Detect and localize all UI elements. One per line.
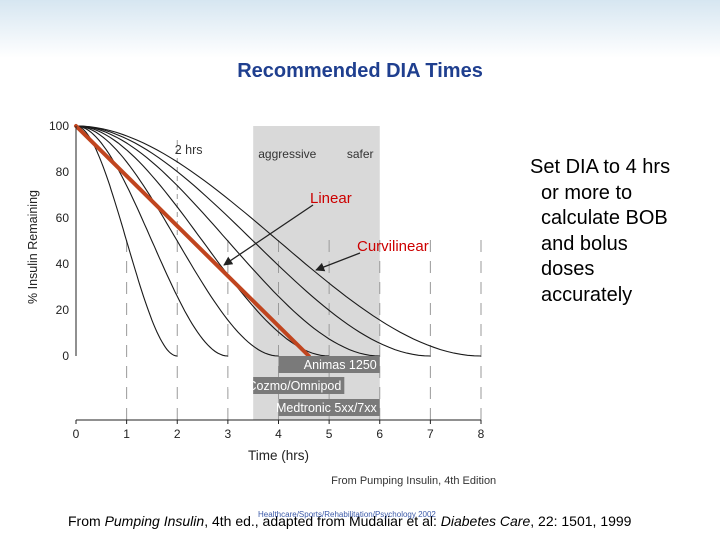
curvilinear-curve xyxy=(75,125,228,357)
pump-bar xyxy=(253,377,345,394)
y-tick-label: 0 xyxy=(62,349,69,363)
curvilinear-curve xyxy=(75,125,431,357)
chart-source-label: From Pumping Insulin, 4th Edition xyxy=(331,475,496,487)
annotation-linear: Linear xyxy=(310,190,352,207)
y-tick-label: 20 xyxy=(56,303,70,317)
x-tick-label: 3 xyxy=(225,427,232,441)
bar-layer: Animas 1250 Deltec Cozmo/Omnipod Medtronic… xyxy=(209,356,380,416)
zone-label-safer: safer xyxy=(347,147,374,161)
citation-journal: Diabetes Care xyxy=(440,513,531,529)
curvilinear-curve xyxy=(75,125,279,357)
y-tick-label: 40 xyxy=(56,257,70,271)
x-tick-label: 8 xyxy=(478,427,485,441)
zone-label-aggressive: aggressive xyxy=(258,147,316,161)
watermark-text: Healthcare/Sports/Rehabilitation/Psychol… xyxy=(258,510,436,519)
citation-book: Pumping Insulin xyxy=(104,513,205,529)
x-tick-label: 0 xyxy=(73,427,80,441)
y-tick-label: 100 xyxy=(49,119,69,133)
curve-layer xyxy=(74,124,482,358)
axis-layer: 0 20 40 60 80 100 0 1 2 3 4 5 6 7 8 Time (hrs) % Insulin… xyxy=(26,119,496,487)
side-note: Set DIA to 4 hrs or more to calculate BO… xyxy=(515,155,715,308)
y-tick-label: 60 xyxy=(56,211,70,225)
pump-bar xyxy=(278,356,380,373)
annotation-arrow xyxy=(315,252,361,272)
slide-title: Recommended DIA Times xyxy=(237,60,483,82)
curvilinear-curve xyxy=(75,125,380,357)
side-note-line: or more to xyxy=(541,181,633,204)
pump-bar-label: Animas 1250 xyxy=(304,358,377,372)
curvilinear-curve xyxy=(75,125,482,357)
zone-label-two-hrs: 2 hrs xyxy=(175,143,203,157)
chart-svg: Animas 1250 Deltec Cozmo/Omnipod Medtronic… xyxy=(26,119,496,487)
pump-bar-label: Deltec Cozmo/Omnipod xyxy=(209,379,342,393)
citation-middle: , 4th ed., adapted from Mudaliar et al: xyxy=(204,513,441,529)
side-note-line: Set DIA to 4 hrs xyxy=(530,156,671,178)
side-note-line: doses xyxy=(541,258,595,280)
y-axis-label: % Insulin Remaining xyxy=(26,190,40,304)
x-axis-label: Time (hrs) xyxy=(248,448,309,463)
x-tick-label: 1 xyxy=(123,427,130,441)
annotation-arrow xyxy=(223,204,314,266)
annotation-curvilinear: Curvilinear xyxy=(357,238,429,255)
annotation-layer: Linear Curvilinear xyxy=(223,190,429,272)
x-tick-label: 4 xyxy=(275,427,282,441)
side-note-line: and bolus xyxy=(541,232,628,255)
x-tick-label: 5 xyxy=(326,427,333,441)
x-tick-label: 6 xyxy=(376,427,383,441)
curvilinear-curve xyxy=(75,125,330,357)
side-note-line: calculate BOB xyxy=(541,207,668,229)
x-tick-label: 2 xyxy=(174,427,181,441)
citation-footer: From Pumping Insulin, 4th ed., adapted f… xyxy=(68,513,631,529)
y-tick-label: 80 xyxy=(56,165,70,179)
side-note-line: accurately xyxy=(541,283,633,306)
linear-line xyxy=(74,124,311,358)
dia-chart: Animas 1250 Deltec Cozmo/Omnipod Medtronic… xyxy=(10,110,520,490)
citation-suffix: , 22: 1501, 1999 xyxy=(530,513,632,529)
citation-prefix: From xyxy=(68,513,105,529)
x-tick-label: 7 xyxy=(427,427,434,441)
pump-bar xyxy=(278,399,380,416)
pump-bar-label: Medtronic 5xx/7xx xyxy=(276,401,377,415)
